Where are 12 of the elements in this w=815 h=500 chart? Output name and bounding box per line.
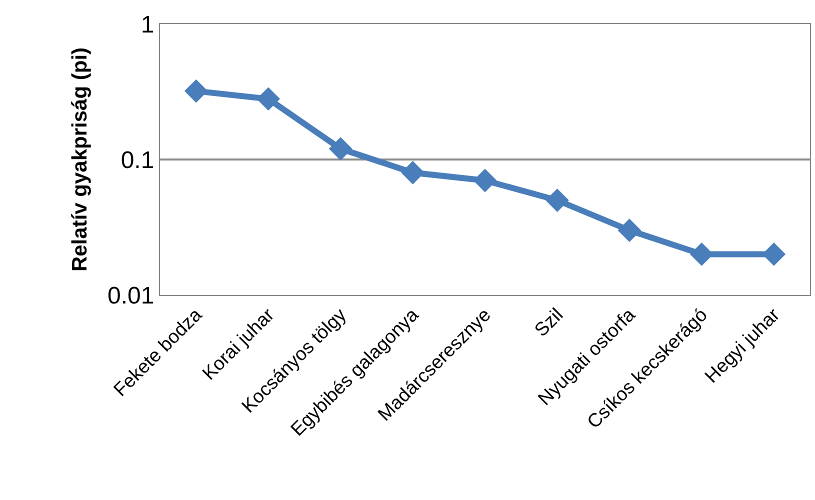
y-axis-title: Relatív gyakpriság (pi): [68, 47, 92, 272]
y-tick-label: 0.01: [107, 282, 154, 310]
point: [401, 160, 424, 184]
point: [473, 168, 497, 192]
point: [618, 218, 642, 242]
y-tick-label: 1: [140, 11, 154, 38]
point: [256, 87, 280, 111]
x-tick-label: Szil: [530, 304, 568, 342]
y-tick-label: 0.1: [120, 146, 154, 174]
point: [546, 188, 569, 212]
point: [184, 79, 208, 103]
point: [328, 137, 352, 160]
